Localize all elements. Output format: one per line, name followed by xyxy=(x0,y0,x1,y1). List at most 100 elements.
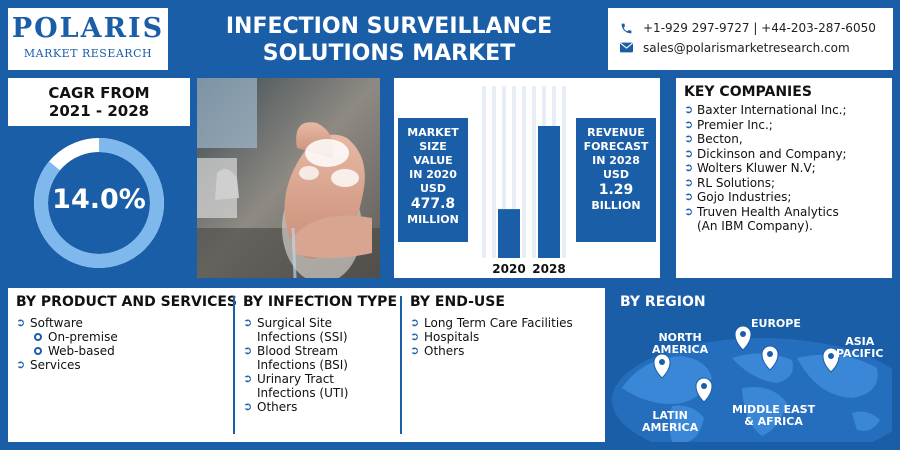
map-pin-icon xyxy=(734,325,752,351)
chevron-right-icon: ➲ xyxy=(410,330,420,343)
market-size-line-5: USD xyxy=(420,182,446,195)
bar-2028 xyxy=(538,126,560,258)
company-name: Truven Health Analytics xyxy=(697,204,839,219)
chevron-right-icon: ➲ xyxy=(16,358,26,371)
list-item: ➲ Hospitals xyxy=(410,330,573,344)
tick-label-2020: 2020 xyxy=(492,262,525,276)
map-pin-icon xyxy=(653,353,671,379)
product-services-title: BY PRODUCT AND SERVICES xyxy=(16,294,237,310)
label-latin-2: AMERICA xyxy=(642,421,699,434)
region-title: BY REGION xyxy=(620,294,706,310)
world-map xyxy=(612,325,892,442)
map-pin-icon xyxy=(761,345,779,371)
list-item: On-premise xyxy=(16,330,237,344)
chevron-right-icon: ➲ xyxy=(684,204,694,218)
phone-icon xyxy=(620,22,633,35)
email-row: sales@polarismarketresearch.com xyxy=(620,38,893,58)
list-item: ➲ Software xyxy=(16,316,237,330)
item-bsi-2: Infections (BSI) xyxy=(257,358,348,372)
chevron-right-icon: ➲ xyxy=(684,161,694,174)
chevron-right-icon: ➲ xyxy=(243,400,253,413)
forecast-line-3: IN 2028 xyxy=(592,154,640,167)
end-use-column: BY END-USE ➲ Long Term Care Facilities ➲ H… xyxy=(410,294,573,358)
list-item: ➲ Long Term Care Facilities xyxy=(410,316,573,330)
chevron-right-icon: ➲ xyxy=(243,316,253,329)
list-item: Web-based xyxy=(16,344,237,358)
label-north-america: NORTH AMERICA xyxy=(652,332,708,356)
company-name: RL Solutions; xyxy=(697,175,776,190)
item-ssi: Surgical Site xyxy=(257,316,333,330)
label-latin-1: LATIN xyxy=(652,409,688,422)
forecast-value: 1.29 xyxy=(598,182,634,198)
market-size-value: 477.8 xyxy=(410,196,456,212)
title-line-2: SOLUTIONS MARKET xyxy=(262,41,516,66)
chevron-right-icon: ➲ xyxy=(684,190,694,203)
product-services-column: BY PRODUCT AND SERVICES ➲ Software On-pre… xyxy=(16,294,237,372)
phone-numbers[interactable]: +1-929 297-9727 | +44-203-287-6050 xyxy=(643,21,876,35)
cagr-ring xyxy=(34,138,164,268)
chevron-right-icon: ➲ xyxy=(410,316,420,329)
cagr-label-line-1: CAGR FROM xyxy=(48,84,150,102)
item-software: Software xyxy=(30,316,83,330)
market-bar-chart: 2020 2028 xyxy=(482,86,566,276)
market-size-line-3: VALUE xyxy=(413,154,453,167)
circle-bullet-icon xyxy=(34,333,42,341)
item-infection-others: Others xyxy=(257,400,298,414)
tick-label-2028: 2028 xyxy=(532,262,565,276)
company-item: ➲ RL Solutions; xyxy=(684,176,892,191)
company-item: ➲ Dickinson and Company; xyxy=(684,147,892,162)
label-mea-1: MIDDLE EAST xyxy=(732,403,816,416)
brand-subtitle: MARKET RESEARCH xyxy=(23,47,153,60)
company-name: (An IBM Company). xyxy=(697,219,813,233)
company-item: ➲ Wolters Kluwer N.V; xyxy=(684,161,892,176)
list-item: ➲ Surgical Site Infections (SSI) xyxy=(243,316,397,344)
key-companies-title: KEY COMPANIES xyxy=(684,84,812,100)
label-asia-pacific: ASIA PACIFIC xyxy=(836,336,883,360)
email-address[interactable]: sales@polarismarketresearch.com xyxy=(643,41,850,55)
item-on-premise: On-premise xyxy=(48,330,118,344)
company-item: ➲ Baxter International Inc.; xyxy=(684,103,892,118)
label-asia-2: PACIFIC xyxy=(836,347,884,360)
label-north-america-2: AMERICA xyxy=(652,343,709,356)
envelope-icon xyxy=(620,42,633,55)
infection-type-column: BY INFECTION TYPE ➲ Surgical Site Infectio… xyxy=(243,294,397,414)
item-uti: Urinary Tract xyxy=(257,372,335,386)
title-line-1: INFECTION SURVEILLANCE xyxy=(225,14,553,39)
chevron-right-icon: ➲ xyxy=(684,117,694,131)
label-europe: EUROPE xyxy=(751,317,801,330)
forecast-line-2: FORECAST xyxy=(583,140,649,153)
divider xyxy=(233,296,235,434)
market-panel: 2020 2028 MARKET SIZE VALUE IN 2020 USD 4… xyxy=(394,78,660,278)
forecast-line-1: REVENUE xyxy=(587,126,645,139)
label-north-america-1: NORTH xyxy=(658,331,702,344)
end-use-title: BY END-USE xyxy=(410,294,505,310)
chevron-right-icon: ➲ xyxy=(243,372,253,385)
company-name: Baxter International Inc.; xyxy=(697,103,847,117)
cagr-panel: CAGR FROM 2021 - 2028 14.0% xyxy=(8,78,190,278)
item-ssi-2: Infections (SSI) xyxy=(257,330,348,344)
cagr-label-line-2: 2021 - 2028 xyxy=(48,102,150,120)
market-size-line-1: MARKET xyxy=(407,126,459,139)
key-companies-panel: KEY COMPANIES ➲ Baxter International Inc.… xyxy=(676,78,892,278)
circle-bullet-icon xyxy=(34,347,42,355)
market-size-unit: MILLION xyxy=(407,213,459,226)
market-size-line-2: SIZE xyxy=(419,140,447,153)
cagr-ring-fill xyxy=(34,138,164,268)
cagr-label: CAGR FROM 2021 - 2028 xyxy=(8,78,190,126)
infection-type-title: BY INFECTION TYPE xyxy=(243,294,398,310)
company-item: ➲ Gojo Industries; xyxy=(684,190,892,205)
contact-box: +1-929 297-9727 | +44-203-287-6050 sales… xyxy=(608,8,893,70)
company-list: ➲ Baxter International Inc.; ➲ Premier Inc.… xyxy=(684,103,892,234)
label-latin-america: LATIN AMERICA xyxy=(642,410,698,434)
market-size-tag: MARKET SIZE VALUE IN 2020 USD 477.8 MILL… xyxy=(398,118,468,242)
item-services: Services xyxy=(30,358,81,372)
map-pin-icon xyxy=(695,377,713,403)
company-item: (An IBM Company). xyxy=(684,219,892,234)
handwashing-photo xyxy=(197,78,380,278)
label-mea-2: & AFRICA xyxy=(744,415,803,428)
revenue-forecast-tag: REVENUE FORECAST IN 2028 USD 1.29 BILLIO… xyxy=(576,118,656,242)
forecast-unit: BILLION xyxy=(591,199,641,212)
cagr-ring-area: 14.0% xyxy=(8,126,190,278)
company-name: Becton, xyxy=(697,132,743,146)
item-bsi: Blood Stream xyxy=(257,344,339,358)
